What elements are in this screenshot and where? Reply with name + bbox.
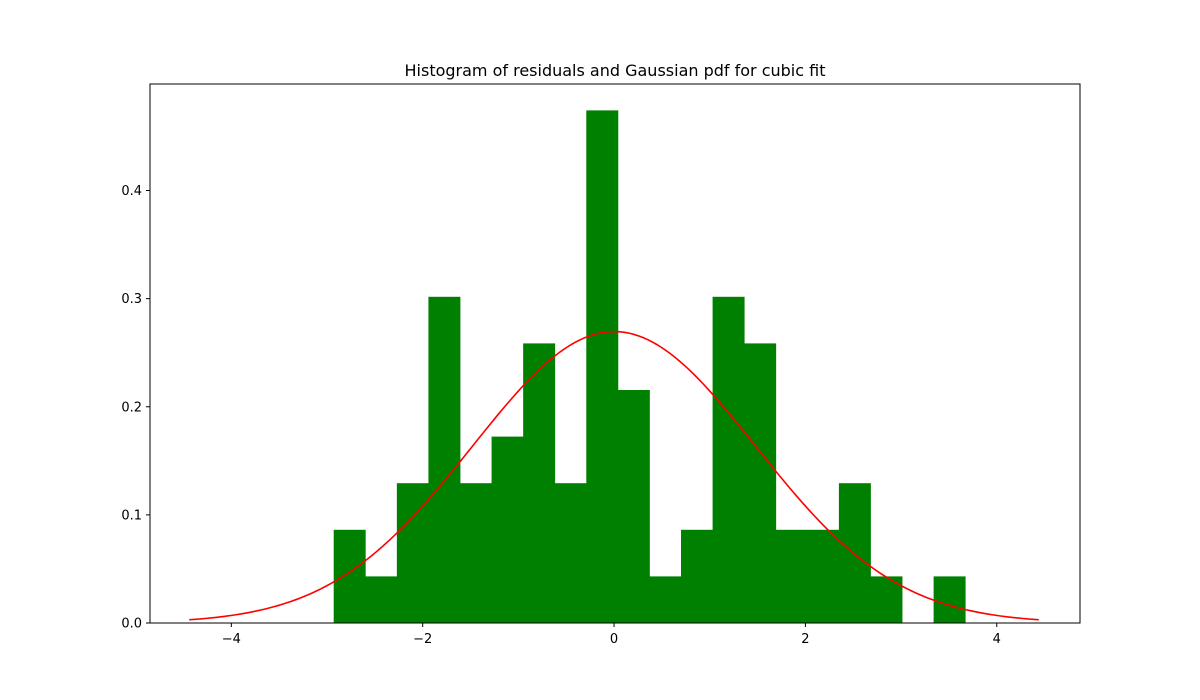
histogram-bar (460, 483, 492, 623)
histogram-bar (681, 529, 713, 623)
histogram-bar (617, 389, 650, 623)
histogram-bar (365, 576, 398, 623)
histogram-bar (744, 343, 777, 623)
gaussian-curve-layer (189, 330, 1039, 621)
histogram-bar (554, 483, 587, 623)
histogram-bar (428, 296, 461, 623)
x-tick-label: 4 (993, 632, 1001, 647)
histogram-bar (712, 296, 745, 623)
histogram-bar (649, 576, 682, 623)
y-tick-label: 0.1 (121, 508, 142, 523)
histogram-bar (775, 529, 808, 623)
plot-frame (149, 83, 1081, 624)
histogram-bar (586, 110, 619, 624)
histogram-bar (396, 483, 429, 623)
histogram-bar (838, 483, 871, 623)
x-tick-label: 0 (610, 632, 618, 647)
chart-title: Histogram of residuals and Gaussian pdf … (405, 61, 826, 80)
y-tick-label: 0.2 (121, 400, 142, 415)
y-tick-label: 0.3 (121, 292, 142, 307)
histogram-bars (333, 110, 966, 624)
y-tick-label: 0.4 (121, 184, 142, 199)
y-tick-label: 0.0 (121, 617, 142, 632)
y-axis: 0.0 0.1 0.2 0.3 0.4 (121, 184, 150, 632)
x-tick-label: 2 (801, 632, 809, 647)
x-tick-label: −4 (222, 632, 241, 647)
histogram-bar (933, 576, 966, 623)
histogram-bar (523, 343, 556, 623)
gaussian-pdf-curve (189, 330, 1039, 621)
histogram-bar (491, 436, 524, 623)
histogram-bar (807, 529, 840, 623)
x-tick-label: −2 (413, 632, 432, 647)
histogram-bar (333, 529, 366, 623)
x-axis: −4 −2 0 2 4 (222, 623, 1001, 647)
